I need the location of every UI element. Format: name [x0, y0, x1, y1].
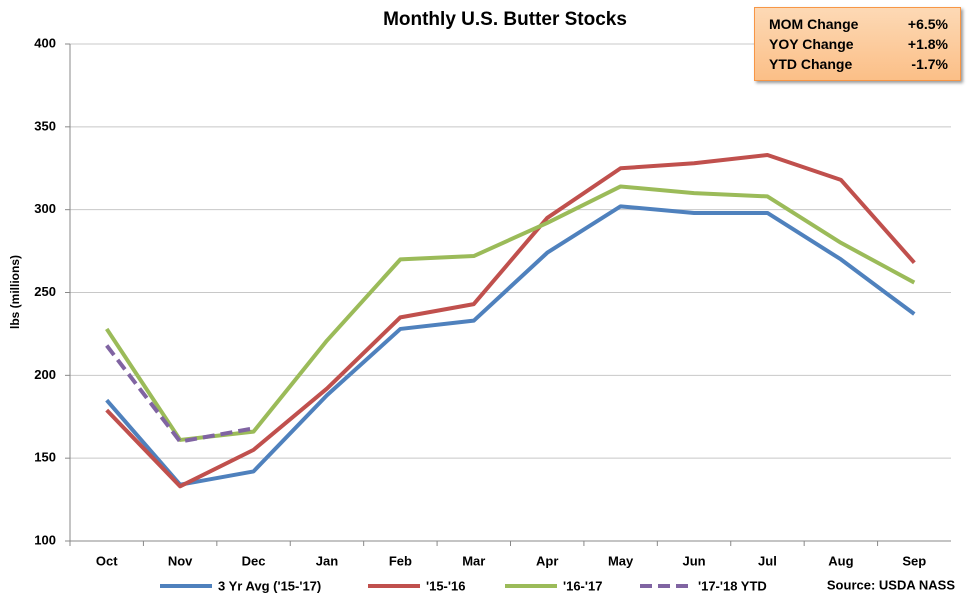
x-tick-label: Apr — [536, 553, 558, 568]
stats-box: MOM Change +6.5% YOY Change +1.8% YTD Change… — [754, 7, 961, 81]
x-tick-label: Jan — [316, 553, 338, 568]
legend-label: '16-'17 — [563, 578, 602, 593]
stat-value: -1.7% — [911, 56, 948, 72]
stat-row: MOM Change +6.5% — [769, 14, 948, 34]
stat-value: +6.5% — [907, 16, 948, 32]
y-tick-label: 300 — [34, 201, 56, 216]
y-tick-label: 100 — [34, 532, 56, 547]
y-tick-label: 150 — [34, 450, 56, 465]
chart-title: Monthly U.S. Butter Stocks — [383, 9, 627, 30]
x-tick-label: May — [608, 553, 634, 568]
stat-row: YOY Change +1.8% — [769, 34, 948, 54]
x-tick-label: Feb — [389, 553, 412, 568]
series-line — [105, 152, 916, 489]
y-tick-label: 250 — [34, 284, 56, 299]
stat-label: MOM Change — [769, 16, 859, 32]
y-tick-label: 200 — [34, 367, 56, 382]
stat-label: YOY Change — [769, 36, 854, 52]
source: Source: USDA NASS — [827, 577, 955, 592]
x-tick-label: Dec — [242, 553, 266, 568]
x-tick-label: Aug — [828, 553, 853, 568]
y-axis-label: lbs (millions) — [8, 255, 22, 329]
x-tick-label: Jun — [682, 553, 705, 568]
y-tick-label: 400 — [34, 35, 56, 50]
x-tick-label: Jul — [758, 553, 777, 568]
series-line — [105, 344, 254, 444]
x-tick-label: Mar — [462, 553, 485, 568]
x-tick-label: Nov — [168, 553, 193, 568]
x-tick-label: Sep — [902, 553, 926, 568]
stat-value: +1.8% — [907, 36, 948, 52]
legend-label: '17-'18 YTD — [698, 578, 767, 593]
stat-row: YTD Change -1.7% — [769, 54, 948, 74]
series-line — [105, 204, 916, 487]
x-tick-label: Oct — [96, 553, 118, 568]
legend-label: 3 Yr Avg ('15-'17) — [218, 578, 321, 593]
stat-label: YTD Change — [769, 56, 853, 72]
y-tick-label: 350 — [34, 118, 56, 133]
legend-label: '15-'16 — [426, 578, 465, 593]
series-line — [105, 184, 916, 442]
